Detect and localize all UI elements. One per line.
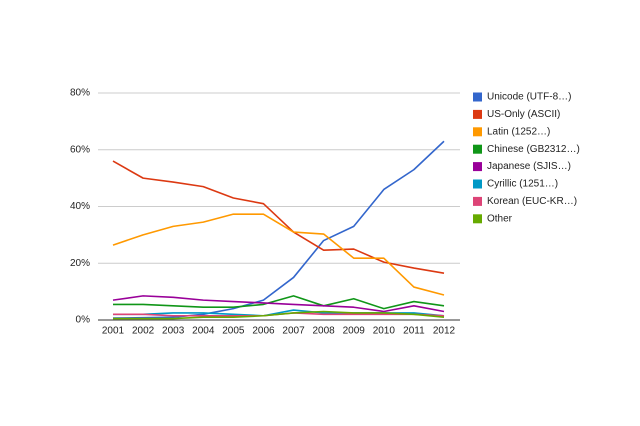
legend-swatch <box>473 214 482 224</box>
legend-label: US-Only (ASCII) <box>487 109 560 120</box>
x-tick-label: 2009 <box>343 326 366 337</box>
y-tick-label: 20% <box>70 258 90 269</box>
x-tick-label: 2002 <box>132 326 155 337</box>
y-tick-label: 80% <box>70 88 90 99</box>
legend-label: Japanese (SJIS…) <box>487 161 571 172</box>
x-tick-label: 2003 <box>162 326 185 337</box>
series-line <box>112 213 445 296</box>
legend-swatch <box>473 144 482 154</box>
x-tick-label: 2004 <box>192 326 215 337</box>
series-line <box>113 295 445 310</box>
legend-label: Chinese (GB2312…) <box>487 144 580 155</box>
series-line <box>112 140 445 319</box>
y-tick-label: 40% <box>70 201 90 212</box>
legend-label: Other <box>487 213 513 224</box>
y-tick-label: 0% <box>76 315 91 326</box>
legend-label: Cyrillic (1251…) <box>487 179 558 190</box>
x-tick-label: 2005 <box>222 326 245 337</box>
legend-swatch <box>473 92 482 102</box>
legend-swatch <box>473 179 482 189</box>
y-tick-label: 60% <box>70 144 90 155</box>
legend-swatch <box>473 196 482 206</box>
legend-label: Unicode (UTF-8…) <box>487 92 571 103</box>
series-line <box>112 160 445 274</box>
x-tick-label: 2001 <box>102 326 125 337</box>
legend-swatch <box>473 109 482 119</box>
series-line <box>112 295 445 313</box>
legend-swatch <box>473 127 482 137</box>
x-tick-label: 2006 <box>252 326 275 337</box>
x-tick-label: 2012 <box>433 326 456 337</box>
legend-label: Latin (1252…) <box>487 126 550 137</box>
x-tick-label: 2011 <box>403 326 425 337</box>
series-line <box>113 310 445 320</box>
x-tick-label: 2010 <box>373 326 396 337</box>
legend-label: Korean (EUC-KR…) <box>487 196 577 207</box>
legend-swatch <box>473 162 482 172</box>
x-tick-label: 2008 <box>313 326 336 337</box>
x-tick-label: 2007 <box>282 326 305 337</box>
